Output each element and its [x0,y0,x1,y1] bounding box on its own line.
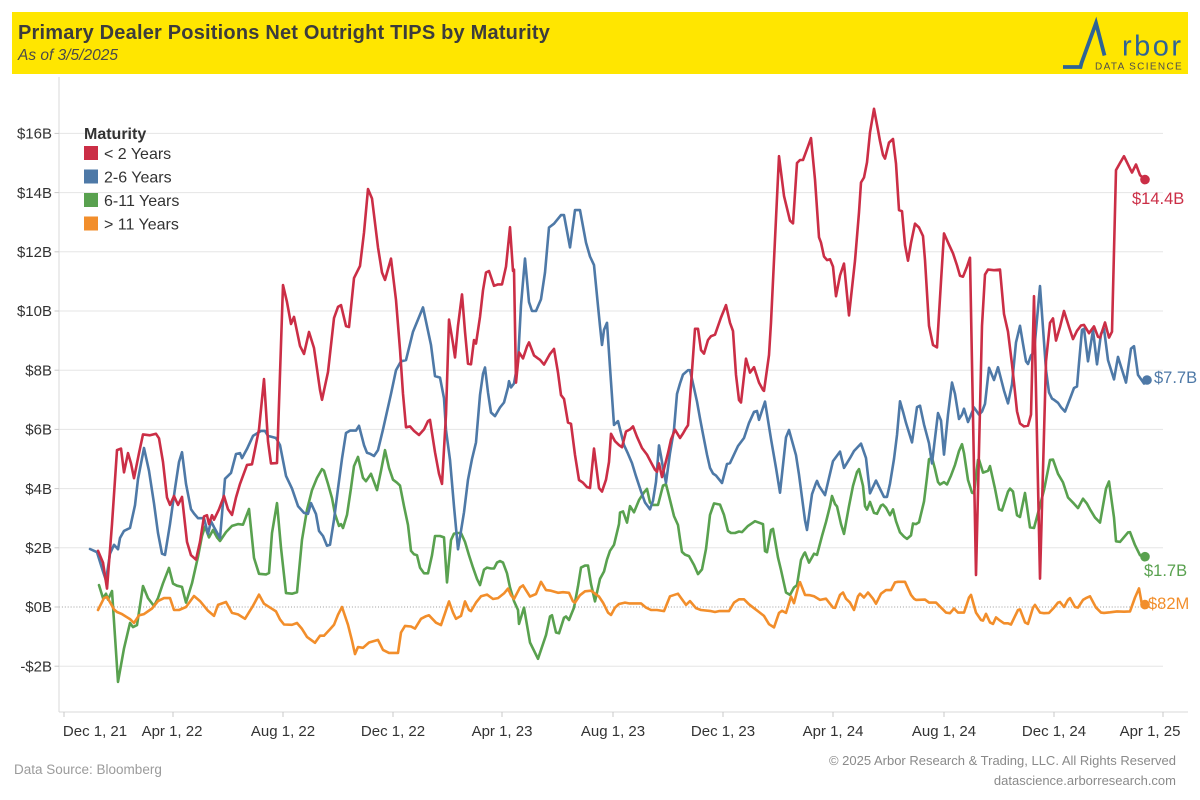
svg-text:Dec 1, 23: Dec 1, 23 [691,723,755,740]
svg-text:$14.4B: $14.4B [1132,190,1184,208]
svg-text:Apr 1, 25: Apr 1, 25 [1120,723,1181,740]
svg-text:rbor: rbor [1122,31,1184,63]
svg-text:6-11 Years: 6-11 Years [104,193,179,210]
svg-text:$10B: $10B [17,303,52,320]
svg-text:Apr 1, 24: Apr 1, 24 [803,723,864,740]
svg-text:Dec 1, 24: Dec 1, 24 [1022,723,1086,740]
svg-text:Aug 1, 22: Aug 1, 22 [251,723,315,740]
svg-text:> 11 Years: > 11 Years [104,217,179,234]
svg-text:Maturity: Maturity [84,126,146,143]
svg-text:Dec 1, 22: Dec 1, 22 [361,723,425,740]
svg-text:$0B: $0B [25,599,52,616]
svg-text:< 2 Years: < 2 Years [104,146,171,163]
svg-text:$12B: $12B [17,244,52,261]
svg-text:-$2B: -$2B [20,658,52,675]
svg-text:$4B: $4B [25,481,52,498]
svg-text:$16B: $16B [17,126,52,143]
svg-text:Apr 1, 23: Apr 1, 23 [472,723,533,740]
svg-text:Aug 1, 23: Aug 1, 23 [581,723,645,740]
svg-text:$1.7B: $1.7B [1144,562,1187,580]
svg-text:$8B: $8B [25,362,52,379]
svg-text:Dec 1, 21: Dec 1, 21 [63,723,127,740]
svg-text:DATA SCIENCE: DATA SCIENCE [1095,62,1183,73]
svg-text:$2B: $2B [25,540,52,557]
svg-text:2-6 Years: 2-6 Years [104,170,172,187]
svg-text:$7.7B: $7.7B [1154,369,1197,387]
svg-text:Aug 1, 24: Aug 1, 24 [912,723,976,740]
svg-text:Apr 1, 22: Apr 1, 22 [142,723,203,740]
svg-text:$82M: $82M [1148,595,1189,613]
svg-text:$6B: $6B [25,422,52,439]
svg-text:$14B: $14B [17,185,52,202]
